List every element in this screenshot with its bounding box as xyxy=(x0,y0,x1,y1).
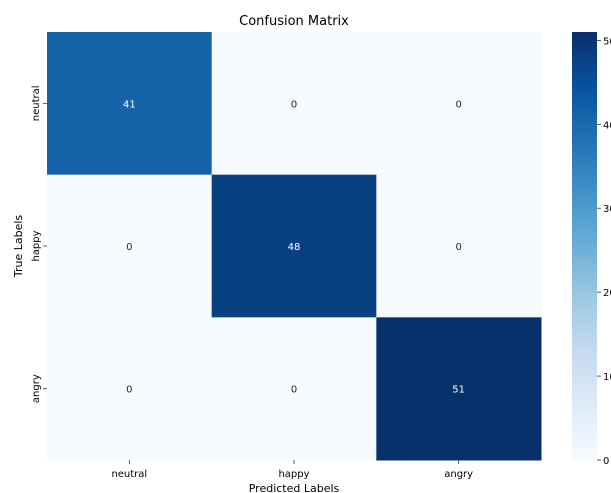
heatmap-cell xyxy=(376,317,542,461)
heatmap-cell xyxy=(47,317,213,461)
cell-value-label: 0 xyxy=(291,99,297,110)
chart-title: Confusion Matrix xyxy=(239,14,349,29)
heatmap-cell xyxy=(47,174,213,318)
colorbar-tick-label: 40 xyxy=(603,120,611,131)
x-tick-label: happy xyxy=(278,469,309,480)
cell-value-label: 0 xyxy=(126,242,132,253)
colorbar-tick-label: 30 xyxy=(603,204,611,215)
heatmap-cell xyxy=(211,174,377,318)
cell-value-label: 48 xyxy=(288,242,301,253)
x-axis-label: Predicted Labels xyxy=(249,482,340,493)
cell-value-label: 0 xyxy=(455,99,461,110)
x-tick-label: neutral xyxy=(111,469,147,480)
cell-value-label: 0 xyxy=(455,242,461,253)
colorbar-tick-label: 20 xyxy=(603,288,611,299)
x-tick-label: angry xyxy=(444,469,473,480)
colorbar-tick-label: 0 xyxy=(603,456,609,467)
cell-value-label: 0 xyxy=(291,385,297,396)
colorbar-tick-label: 50 xyxy=(603,36,611,47)
y-tick-label: angry xyxy=(31,374,42,403)
y-axis-ticks: neutral happy angry xyxy=(31,85,47,403)
cell-value-label: 0 xyxy=(126,385,132,396)
heatmap-cell xyxy=(47,32,213,176)
colorbar-tick-label: 10 xyxy=(603,372,611,383)
cell-value-label: 41 xyxy=(123,99,136,110)
cell-value-label: 51 xyxy=(452,385,465,396)
cell-annotations: 41 0 0 0 48 0 0 0 51 xyxy=(123,99,465,395)
colorbar xyxy=(572,32,597,460)
x-axis-ticks: neutral happy angry xyxy=(111,460,473,480)
heatmap-cells xyxy=(47,32,542,461)
y-axis-label: True Labels xyxy=(12,215,25,279)
heatmap-cell xyxy=(376,32,542,176)
colorbar-ticks: 0 10 20 30 40 50 xyxy=(597,36,611,467)
y-tick-label: happy xyxy=(31,230,42,261)
heatmap-cell xyxy=(211,317,377,461)
heatmap-cell xyxy=(376,174,542,318)
y-tick-label: neutral xyxy=(31,85,42,121)
heatmap-cell xyxy=(211,32,377,176)
